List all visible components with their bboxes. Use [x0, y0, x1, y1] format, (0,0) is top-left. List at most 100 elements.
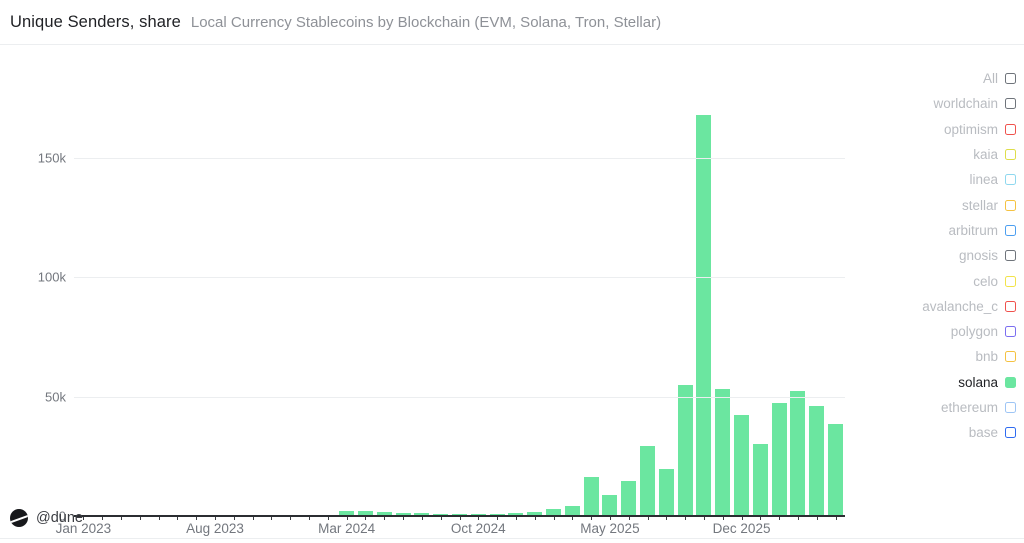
bar[interactable] — [621, 481, 637, 516]
x-axis-tickmark — [102, 517, 104, 520]
legend-item-avalanche_c[interactable]: avalanche_c — [922, 294, 1016, 319]
x-axis-tickmark — [309, 517, 311, 520]
dune-logo-icon — [10, 509, 28, 527]
legend-item-stellar[interactable]: stellar — [962, 192, 1016, 217]
legend-item-kaia[interactable]: kaia — [973, 142, 1016, 167]
y-axis-labels: 0 50k 100k 150k — [0, 65, 66, 523]
y-axis-tick-label: 0 — [58, 508, 66, 524]
x-axis-tick-label: Dec 2025 — [712, 521, 771, 536]
bar[interactable] — [489, 513, 505, 516]
bar[interactable] — [527, 512, 543, 516]
y-axis-tick-label: 150k — [37, 150, 66, 166]
legend-item-label: ethereum — [940, 400, 998, 415]
page-title: Unique Senders, share — [10, 12, 181, 31]
x-axis-tickmark — [252, 517, 254, 520]
y-axis-tick-label: 50k — [45, 389, 66, 405]
x-axis-tickmark — [177, 517, 179, 520]
legend-swatch-icon — [1005, 174, 1016, 186]
bar[interactable] — [734, 414, 750, 516]
x-axis-tick-label: Jan 2023 — [55, 521, 112, 536]
bar[interactable] — [339, 510, 355, 516]
bar[interactable] — [395, 512, 411, 516]
bar[interactable] — [451, 513, 467, 516]
bar-series-solana[interactable] — [74, 110, 845, 520]
x-axis-tick-label: Oct 2024 — [450, 521, 506, 536]
legend-swatch-icon — [1005, 402, 1016, 413]
bar[interactable] — [470, 513, 486, 516]
x-axis-tickmark — [741, 517, 743, 520]
legend-item-label: solana — [958, 374, 998, 390]
bar[interactable] — [752, 444, 768, 516]
legend-item-all[interactable]: All — [983, 66, 1016, 91]
x-axis-tickmark — [779, 517, 781, 520]
legend-swatch-icon — [1005, 275, 1016, 287]
bar[interactable] — [546, 509, 562, 516]
legend-item-label: base — [968, 425, 998, 441]
bar[interactable] — [658, 469, 674, 516]
bar[interactable] — [809, 406, 825, 516]
bar[interactable] — [376, 512, 392, 516]
x-axis-tickmark — [121, 517, 122, 520]
legend-item-label: All — [982, 71, 998, 87]
legend-item-bnb[interactable]: bnb — [975, 344, 1016, 369]
bar[interactable] — [715, 389, 731, 516]
legend-item-worldchain[interactable]: worldchain — [933, 91, 1016, 116]
legend-item-gnosis[interactable]: gnosis — [959, 243, 1016, 268]
x-axis-tickmark — [703, 517, 705, 520]
legend-swatch-icon — [1005, 73, 1016, 85]
bar[interactable] — [414, 513, 430, 516]
legend-swatch-icon — [1005, 98, 1016, 110]
chart-header: Unique Senders, share Local Currency Sta… — [0, 0, 1024, 44]
bar[interactable] — [508, 513, 524, 516]
x-axis-tickmark — [628, 517, 630, 520]
legend-item-linea[interactable]: linea — [969, 167, 1016, 192]
legend-swatch-icon — [1005, 123, 1016, 135]
x-axis-tickmark — [233, 517, 235, 520]
x-axis-tickmark — [609, 517, 611, 520]
bar[interactable] — [828, 424, 844, 516]
bar[interactable] — [790, 390, 806, 516]
legend-swatch-icon — [1005, 326, 1016, 338]
legend-item-optimism[interactable]: optimism — [944, 117, 1016, 142]
x-axis-tickmark — [403, 517, 405, 520]
footer-attribution: @dune — [10, 509, 83, 527]
legend-item-arbitrum[interactable]: arbitrum — [948, 218, 1016, 243]
x-axis-tickmark — [816, 517, 818, 520]
legend-item-label: gnosis — [958, 248, 998, 264]
bar[interactable] — [357, 511, 373, 516]
x-axis-tickmark — [515, 517, 517, 520]
gridline — [74, 277, 845, 279]
x-axis-baseline — [74, 515, 845, 517]
x-axis-tickmark — [797, 517, 799, 520]
x-axis-tickmark — [158, 517, 160, 520]
x-axis-tickmark — [478, 517, 480, 520]
x-axis-tickmark — [666, 517, 668, 520]
x-axis-tickmark — [835, 517, 837, 520]
x-axis-tickmark — [271, 517, 273, 520]
legend-item-label: kaia — [973, 147, 998, 163]
legend-item-label: arbitrum — [948, 222, 998, 238]
header-divider — [0, 44, 1024, 45]
gridline — [74, 396, 845, 398]
bar[interactable] — [696, 114, 712, 516]
x-axis-tickmark — [365, 517, 367, 520]
bar[interactable] — [771, 402, 787, 516]
legend-item-polygon[interactable]: polygon — [951, 319, 1016, 344]
legend-item-celo[interactable]: celo — [973, 268, 1016, 293]
chart-legend[interactable]: All worldchain optimism kaia linea stellar arb… — [866, 66, 1016, 445]
bar[interactable] — [433, 513, 449, 516]
bar[interactable] — [602, 494, 618, 516]
legend-item-solana[interactable]: solana — [958, 370, 1016, 395]
x-axis-tickmark — [346, 517, 348, 520]
legend-item-base[interactable]: base — [969, 420, 1016, 445]
bar[interactable] — [677, 384, 693, 516]
legend-swatch-icon — [1005, 376, 1016, 388]
legend-item-ethereum[interactable]: ethereum — [941, 395, 1016, 420]
legend-swatch-icon — [1005, 250, 1016, 262]
bar[interactable] — [640, 445, 656, 516]
x-axis-tickmark — [591, 517, 593, 520]
legend-item-label: stellar — [961, 197, 998, 213]
bar[interactable] — [564, 506, 580, 516]
bar[interactable] — [583, 476, 599, 516]
x-axis-tickmark — [760, 517, 762, 520]
